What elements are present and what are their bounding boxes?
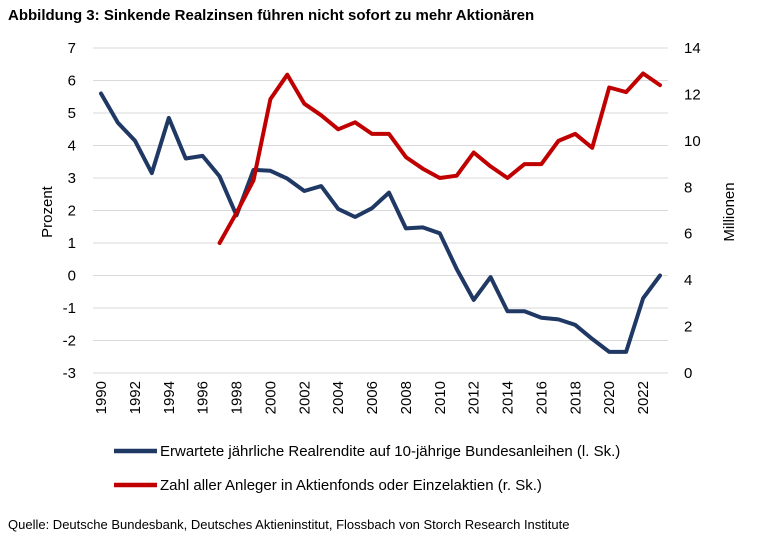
chart-title: Abbildung 3: Sinkende Realzinsen führen …: [8, 7, 534, 24]
left-axis-label: Prozent: [39, 185, 56, 238]
left-tick-label: 7: [68, 40, 76, 57]
series-line-anleger: [217, 71, 662, 245]
x-tick-label: 2006: [364, 381, 381, 414]
left-tick-label: 3: [68, 170, 76, 187]
x-tick-label: 1990: [93, 381, 110, 414]
right-axis-ticks: 0 2 4 6 8 10 12 14: [684, 40, 701, 382]
left-tick-label: -2: [63, 333, 76, 350]
left-tick-label: -1: [63, 300, 76, 317]
x-tick-label: 2014: [500, 381, 517, 414]
right-tick-label: 4: [684, 272, 692, 289]
right-tick-label: 14: [684, 40, 701, 57]
legend-label-realrendite: Erwartete jährliche Realrendite auf 10-j…: [160, 443, 620, 460]
x-tick-label: 2002: [296, 381, 313, 414]
x-tick-label: 2008: [398, 381, 415, 414]
right-tick-label: 0: [684, 365, 692, 382]
x-axis-ticks: 1990 1992 1994 1996 1998 2000 2002 2004 2006 2008…: [93, 381, 652, 414]
x-tick-label: 1994: [161, 381, 178, 414]
right-tick-label: 2: [684, 319, 692, 336]
series-line-realrendite: [99, 91, 662, 354]
x-tick-label: 1996: [195, 381, 212, 414]
x-tick-label: 2020: [601, 381, 618, 414]
x-tick-label: 1992: [127, 381, 144, 414]
legend: Erwartete jährliche Realrendite auf 10-j…: [114, 443, 620, 494]
left-tick-label: -3: [63, 365, 76, 382]
x-tick-label: 2018: [567, 381, 584, 414]
x-tick-label: 1998: [229, 381, 246, 414]
left-tick-label: 2: [68, 203, 76, 220]
right-tick-label: 6: [684, 226, 692, 243]
right-axis-label: Millionen: [721, 182, 738, 241]
left-tick-label: 5: [68, 105, 76, 122]
right-tick-label: 8: [684, 179, 692, 196]
left-tick-label: 6: [68, 73, 76, 90]
x-tick-label: 2010: [432, 381, 449, 414]
series-lines: [99, 71, 662, 354]
left-axis-ticks: -3 -2 -1 0 1 2 3 4 5 6 7: [63, 40, 76, 382]
x-tick-label: 2022: [635, 381, 652, 414]
left-tick-label: 1: [68, 235, 76, 252]
gridlines: [93, 47, 668, 374]
source-note: Quelle: Deutsche Bundesbank, Deutsches A…: [8, 517, 569, 532]
x-tick-label: 2016: [533, 381, 550, 414]
legend-label-anleger: Zahl aller Anleger in Aktienfonds oder E…: [160, 477, 542, 494]
right-tick-label: 12: [684, 86, 701, 103]
x-tick-label: 2012: [466, 381, 483, 414]
right-tick-label: 10: [684, 133, 701, 150]
left-tick-label: 0: [68, 268, 76, 285]
x-tick-label: 2004: [330, 381, 347, 414]
left-tick-label: 4: [68, 138, 76, 155]
x-tick-label: 2000: [262, 381, 279, 414]
